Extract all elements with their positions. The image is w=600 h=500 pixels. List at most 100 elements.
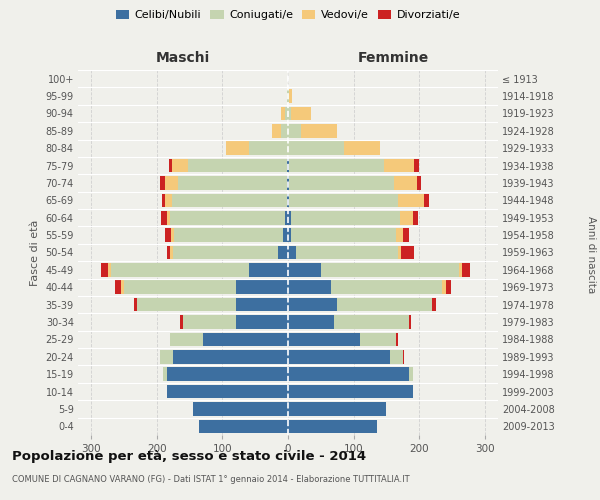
Bar [344, 142, 380, 155]
Bar [115, 280, 121, 294]
Bar [424, 194, 429, 207]
Bar [167, 211, 170, 224]
Bar [414, 159, 419, 172]
Bar [296, 246, 398, 260]
Bar [288, 228, 291, 242]
Bar [287, 90, 288, 103]
Bar [288, 332, 360, 346]
Bar [235, 280, 288, 294]
Bar [289, 176, 394, 190]
Bar [288, 350, 390, 364]
Bar [170, 332, 203, 346]
Bar [281, 106, 285, 120]
Bar [458, 263, 462, 276]
Bar [164, 228, 171, 242]
Bar [285, 106, 288, 120]
Bar [385, 159, 414, 172]
Bar [288, 106, 291, 120]
Bar [288, 402, 386, 415]
Bar [180, 315, 183, 329]
Bar [285, 211, 288, 224]
Bar [170, 211, 285, 224]
Text: Popolazione per età, sesso e stato civile - 2014: Popolazione per età, sesso e stato civil… [12, 450, 366, 463]
Bar [462, 263, 470, 276]
Bar [203, 332, 288, 346]
Bar [165, 176, 178, 190]
Bar [163, 368, 167, 381]
Bar [288, 420, 377, 433]
Bar [283, 228, 288, 242]
Bar [442, 280, 445, 294]
Bar [111, 263, 248, 276]
Bar [400, 211, 413, 224]
Bar [417, 176, 421, 190]
Bar [433, 298, 436, 312]
Bar [398, 246, 401, 260]
Bar [398, 194, 424, 207]
Bar [288, 142, 344, 155]
Bar [248, 263, 288, 276]
Bar [331, 280, 442, 294]
Bar [167, 385, 288, 398]
Bar [272, 124, 281, 138]
Bar [235, 298, 288, 312]
Bar [173, 350, 288, 364]
Bar [287, 159, 288, 172]
Bar [321, 263, 458, 276]
Bar [169, 159, 172, 172]
Bar [101, 263, 107, 276]
Bar [167, 246, 170, 260]
Bar [124, 280, 235, 294]
Bar [413, 211, 418, 224]
Bar [288, 280, 331, 294]
Bar [409, 315, 411, 329]
Bar [288, 90, 289, 103]
Bar [403, 350, 404, 364]
Bar [287, 194, 288, 207]
Bar [199, 420, 288, 433]
Bar [288, 211, 291, 224]
Bar [403, 228, 409, 242]
Bar [193, 402, 288, 415]
Bar [287, 176, 288, 190]
Bar [248, 142, 288, 155]
Bar [121, 280, 124, 294]
Bar [160, 350, 173, 364]
Bar [226, 142, 248, 155]
Bar [167, 368, 288, 381]
Bar [162, 194, 165, 207]
Bar [291, 106, 311, 120]
Bar [289, 194, 398, 207]
Bar [291, 228, 396, 242]
Bar [173, 246, 278, 260]
Bar [396, 332, 398, 346]
Bar [291, 211, 400, 224]
Bar [288, 159, 289, 172]
Bar [288, 246, 296, 260]
Bar [161, 211, 167, 224]
Bar [288, 124, 301, 138]
Bar [281, 124, 288, 138]
Bar [301, 124, 337, 138]
Bar [288, 176, 289, 190]
Bar [188, 159, 287, 172]
Bar [360, 332, 396, 346]
Bar [137, 298, 235, 312]
Bar [170, 246, 173, 260]
Bar [396, 228, 403, 242]
Bar [288, 368, 409, 381]
Bar [401, 246, 414, 260]
Bar [160, 176, 165, 190]
Bar [289, 90, 292, 103]
Bar [288, 298, 337, 312]
Bar [172, 159, 188, 172]
Bar [165, 194, 172, 207]
Bar [183, 315, 235, 329]
Bar [278, 246, 288, 260]
Bar [172, 194, 287, 207]
Bar [178, 176, 287, 190]
Text: Maschi: Maschi [156, 51, 210, 65]
Bar [337, 298, 433, 312]
Y-axis label: Fasce di età: Fasce di età [30, 220, 40, 286]
Bar [134, 298, 137, 312]
